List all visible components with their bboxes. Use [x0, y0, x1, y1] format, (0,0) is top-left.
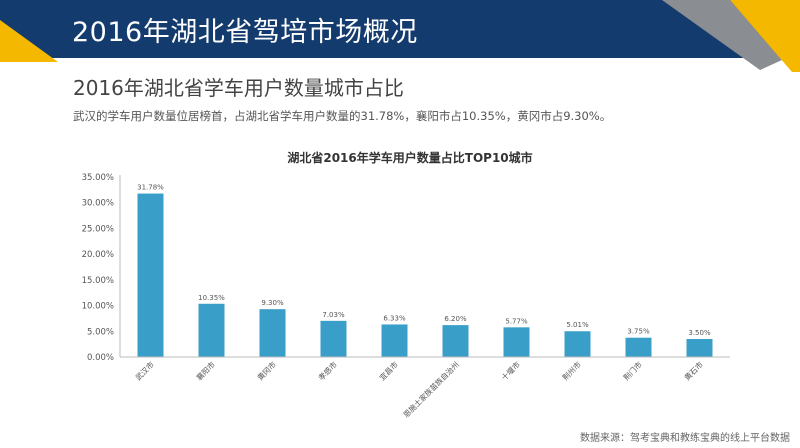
x-category-label: 襄阳市 [194, 359, 217, 382]
x-category-label: 宜昌市 [377, 359, 400, 382]
bar [686, 339, 713, 357]
bar [564, 331, 591, 357]
bar-data-label: 9.30% [261, 299, 284, 307]
bar-data-label: 3.75% [627, 328, 650, 336]
bar [259, 309, 286, 357]
bar [442, 325, 469, 357]
bar-data-label: 7.03% [322, 311, 345, 319]
bar-data-label: 5.77% [505, 317, 528, 325]
bar-data-label: 6.33% [383, 314, 406, 322]
y-tick-label: 30.00% [82, 199, 114, 209]
bars-group: 31.78% 10.35% 9.30% 7.03% 6.33% 6.20% 5.77% 5.0… [137, 184, 713, 357]
y-tick-label: 10.00% [82, 302, 114, 312]
x-category-label: 孝感市 [316, 359, 339, 382]
y-tick-label: 20.00% [82, 250, 114, 260]
section-subtitle: 2016年湖北省学车用户数量城市占比 [73, 76, 404, 100]
bar [381, 324, 408, 357]
header-bar: 2016年湖北省驾培市场概况 [0, 0, 800, 58]
data-source-note: 数据来源：驾考宝典和教练宝典的线上平台数据 [580, 433, 790, 444]
x-category-label: 黄石市 [682, 359, 705, 382]
bar [625, 337, 652, 357]
y-tick-label: 25.00% [82, 224, 114, 234]
x-category-label: 十堰市 [499, 359, 522, 382]
bar [198, 303, 225, 357]
bar-chart: 湖北省2016年学车用户数量占比TOP10城市 0.00% 5.00% 10.00%… [82, 150, 730, 419]
bar [503, 327, 530, 357]
y-tick-label: 0.00% [87, 353, 114, 363]
y-axis: 0.00% 5.00% 10.00% 15.00% 20.00% 25.00% 30.00%… [82, 173, 121, 363]
x-category-label: 荆州市 [560, 359, 583, 382]
x-category-label: 黄冈市 [255, 359, 278, 382]
section-description: 武汉的学车用户数量位居榜首，占湖北省学车用户数量的31.78%，襄阳市占10.3… [73, 109, 612, 123]
chart-title: 湖北省2016年学车用户数量占比TOP10城市 [287, 150, 532, 165]
x-category-label: 武汉市 [133, 359, 156, 382]
y-tick-label: 15.00% [82, 276, 114, 286]
bar-data-label: 10.35% [198, 294, 225, 302]
x-category-label: 恩施土家族苗族自治州 [401, 359, 461, 419]
bar-data-label: 31.78% [137, 184, 164, 192]
y-tick-label: 35.00% [82, 173, 114, 183]
y-tick-label: 5.00% [87, 327, 114, 337]
x-category-label: 荆门市 [621, 359, 644, 382]
x-axis: 武汉市 襄阳市 黄冈市 孝感市 宜昌市 恩施土家族苗族自治州 十堰市 荆州市 荆门市 黄石市 [120, 356, 730, 419]
bar-data-label: 5.01% [566, 321, 589, 329]
bar [320, 320, 347, 357]
bar [137, 193, 164, 357]
bar-data-label: 3.50% [688, 329, 711, 337]
bar-data-label: 6.20% [444, 315, 467, 323]
page-title: 2016年湖北省驾培市场概况 [72, 17, 418, 48]
